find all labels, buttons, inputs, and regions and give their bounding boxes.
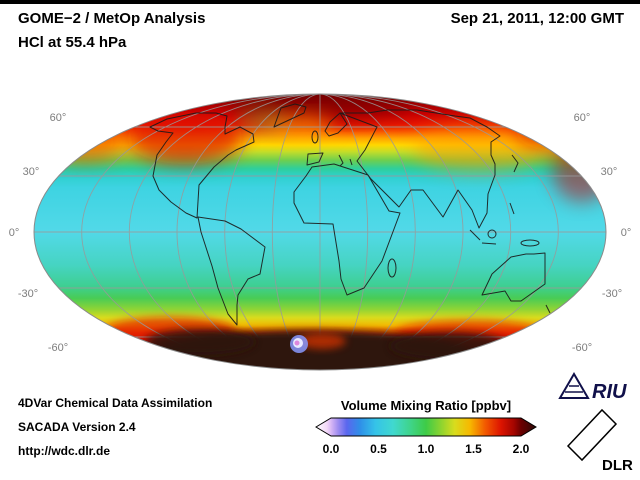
figure-title: GOME−2 / MetOp Analysis (18, 10, 206, 27)
philippines-outline (509, 202, 515, 215)
colorbar-tick-4: 2.0 (513, 442, 530, 456)
lat-label-left-30s: -30° (18, 288, 38, 300)
colorbar-tick-0: 0.0 (323, 442, 340, 456)
lat-label-left-60s: -60° (48, 342, 68, 354)
lat-label-left-60n: 60° (50, 112, 67, 124)
java-outline (481, 242, 497, 245)
lat-label-right-0: 0° (621, 227, 632, 239)
south-america-outline (197, 216, 266, 326)
riu-logo: RIU (558, 372, 627, 403)
world-map (34, 94, 606, 370)
riu-stripes-icon (565, 385, 583, 393)
greenland-outline (273, 103, 307, 128)
colorbar-gradient (315, 417, 537, 437)
latitude-labels: 60° 30° 0° -30° -60° 60° 30° 0° -30° -60… (9, 112, 632, 354)
dlr-wing-diagonal-icon (581, 423, 617, 461)
continent-outlines (149, 103, 556, 326)
new-guinea-outline (520, 239, 540, 247)
footer-line-version: SACADA Version 2.4 (18, 420, 136, 434)
lat-label-right-30s: -30° (602, 288, 622, 300)
dlr-logo: DLR (566, 408, 633, 474)
africa-outline (293, 163, 401, 296)
footer-line-assimilation: 4DVar Chemical Data Assimilation (18, 396, 213, 410)
colorbar-tick-2: 1.0 (418, 442, 435, 456)
borneo-outline (487, 229, 497, 239)
italy-outline (338, 154, 344, 167)
scandinavia-outline (324, 112, 348, 137)
figure-subtitle: HCl at 55.4 hPa (18, 34, 127, 51)
top-border (0, 0, 640, 4)
iberia-outline (306, 152, 324, 166)
britain-outline (311, 130, 319, 144)
madagascar-outline (387, 258, 397, 278)
japan-outline (511, 154, 519, 173)
north-america-outline (149, 112, 255, 219)
footer-line-url: http://wdc.dlr.de (18, 444, 110, 458)
dlr-wing-icon (566, 408, 618, 462)
riu-logo-text: RIU (592, 381, 627, 403)
asia-outline (339, 109, 501, 229)
colorbar-tick-labels: 0.0 0.5 1.0 1.5 2.0 (323, 442, 530, 456)
colorbar-tick-1: 0.5 (370, 442, 387, 456)
colorbar-tick-3: 1.5 (465, 442, 482, 456)
map-boundary (33, 93, 607, 371)
lat-label-right-30n: 30° (601, 166, 618, 178)
dlr-logo-text: DLR (602, 457, 633, 474)
lat-label-right-60s: -60° (572, 342, 592, 354)
lat-label-left-0: 0° (9, 227, 20, 239)
timestamp: Sep 21, 2011, 12:00 GMT (450, 10, 624, 27)
sumatra-outline (469, 229, 481, 241)
colorbar: Volume Mixing Ratio [ppbv] 0.0 0.5 1.0 1… (315, 398, 537, 456)
greece-outline (349, 158, 353, 166)
lat-label-right-60n: 60° (574, 112, 591, 124)
riu-mountain-icon (558, 372, 590, 399)
australia-outline (481, 252, 546, 302)
colorbar-title: Volume Mixing Ratio [ppbv] (341, 398, 511, 413)
lat-label-left-30n: 30° (23, 166, 40, 178)
